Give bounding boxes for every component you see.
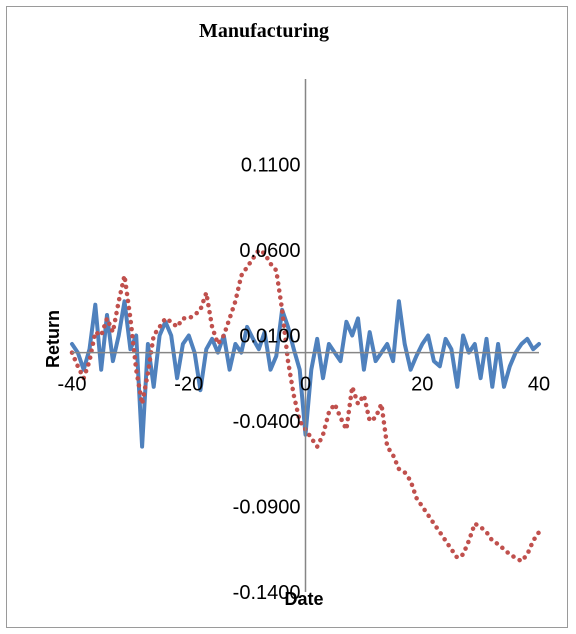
ticks-layer: -0.1400 -0.0900 -0.0400 0.0100 0.0600 0.1100 -… (58, 155, 551, 605)
x-tick-label: 40 (528, 374, 550, 396)
chart-svg: Manufacturing -0.1400 -0.0900 -0.0400 0.010… (43, 20, 551, 609)
y-tick-label: 0.0600 (239, 240, 300, 262)
axes-layer (72, 79, 539, 592)
y-tick-label: 0.1100 (241, 155, 301, 177)
y-tick-label: -0.0400 (233, 411, 301, 433)
x-tick-label: 0 (300, 374, 311, 396)
x-tick-label: -20 (174, 374, 203, 396)
x-axis-label: Date (284, 589, 323, 609)
x-tick-label: 20 (411, 374, 433, 396)
y-tick-label: -0.1400 (233, 582, 301, 604)
x-tick-label: -40 (58, 374, 87, 396)
chart-title: Manufacturing (199, 20, 329, 42)
y-tick-label: 0.0100 (239, 326, 300, 348)
chart-frame: Manufacturing -0.1400 -0.0900 -0.0400 0.010… (6, 6, 568, 628)
y-tick-label: -0.0900 (233, 497, 301, 519)
y-axis-label: Return (43, 310, 63, 368)
